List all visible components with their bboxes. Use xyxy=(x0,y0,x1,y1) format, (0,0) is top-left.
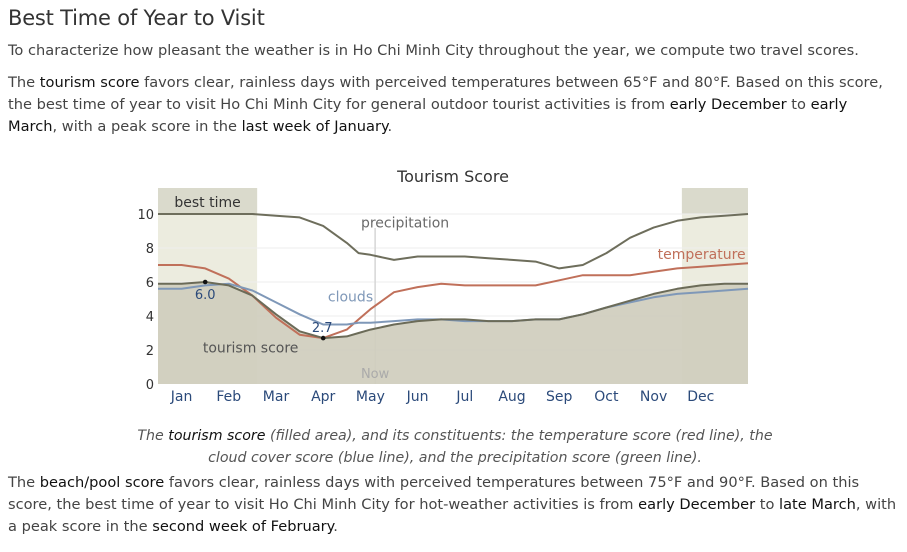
plot-area: best time 0 2 4 6 8 10 precipitation temperature… xyxy=(137,188,749,405)
text-run: to xyxy=(755,496,780,513)
keyword-start: early December xyxy=(669,96,787,113)
text-run: favors clear, rainless days with perceiv… xyxy=(8,474,860,513)
precipitation-label: precipitation xyxy=(361,216,449,232)
month-tick-label: Feb xyxy=(216,389,241,405)
y-tick-label: 2 xyxy=(146,344,154,359)
text-run: . xyxy=(387,118,393,135)
best-time-label: best time xyxy=(174,195,240,211)
keyword-peak: second week of February xyxy=(152,518,334,535)
y-tick-label: 0 xyxy=(146,378,154,393)
tourism-score-line xyxy=(158,281,748,340)
month-tick-label: Mar xyxy=(263,389,290,405)
section-heading: Best Time of Year to Visit xyxy=(8,6,265,30)
annotation-dot xyxy=(320,335,326,341)
intro-paragraph: To characterize how pleasant the weather… xyxy=(8,42,859,59)
keyword-tourism-score: tourism score xyxy=(168,428,266,445)
y-tick-label: 8 xyxy=(146,242,154,257)
text-run: , with a peak score in the xyxy=(8,496,897,535)
text-run: (filled area), and its constituents: the… xyxy=(208,428,773,467)
month-tick-label: Jun xyxy=(406,389,429,405)
tourism-score-chart: Tourism Score best time 0 2 4 6 8 10 precipitat… xyxy=(137,167,749,405)
month-tick-label: May xyxy=(356,389,385,405)
text-run: , with a peak score in the xyxy=(52,118,242,135)
chart-title: Tourism Score xyxy=(396,167,509,186)
text-run: The xyxy=(137,428,169,445)
beach-paragraph: The beach/pool score favors clear, rainl… xyxy=(8,472,898,538)
keyword-beach-score: beach/pool score xyxy=(39,474,165,491)
y-tick-label: 10 xyxy=(137,208,154,223)
month-tick-label: Sep xyxy=(546,389,573,405)
text-run: The xyxy=(8,74,40,91)
annotation-label: 2.7 xyxy=(312,321,333,336)
text-run: The xyxy=(8,474,40,491)
month-tick-label: Apr xyxy=(311,389,335,405)
keyword-start: early December xyxy=(638,496,756,513)
tourism-paragraph: The tourism score favors clear, rainless… xyxy=(8,72,898,138)
clouds-label: clouds xyxy=(328,290,373,306)
now-label: Now xyxy=(361,367,390,382)
text-run: . xyxy=(333,518,338,535)
month-tick-label: Jul xyxy=(455,389,473,405)
month-tick-label: Oct xyxy=(594,389,619,405)
chart-caption: The tourism score (filled area), and its… xyxy=(120,425,790,469)
text-run: to xyxy=(786,96,811,113)
keyword-tourism-score: tourism score xyxy=(39,74,140,91)
tourism-score-label: tourism score xyxy=(203,341,299,357)
tourism-score-area xyxy=(158,282,748,384)
keyword-end: early March xyxy=(8,96,848,135)
month-tick-label: Jan xyxy=(170,389,193,405)
precipitation-line xyxy=(158,213,749,270)
month-tick-label: Aug xyxy=(498,389,525,405)
month-tick-label: Nov xyxy=(640,389,667,405)
keyword-end: late March xyxy=(779,496,856,513)
keyword-peak: last week of January xyxy=(241,118,388,135)
annotation-label: 6.0 xyxy=(195,288,216,303)
best-time-band-header xyxy=(158,188,258,214)
annotation-dot xyxy=(202,279,208,285)
month-tick-label: Dec xyxy=(687,389,714,405)
text-run: favors clear, rainless days with perceiv… xyxy=(8,74,883,113)
best-time-band-header xyxy=(681,188,748,214)
temperature-label: temperature xyxy=(658,247,746,263)
y-tick-label: 4 xyxy=(146,310,154,325)
y-tick-label: 6 xyxy=(146,276,154,291)
